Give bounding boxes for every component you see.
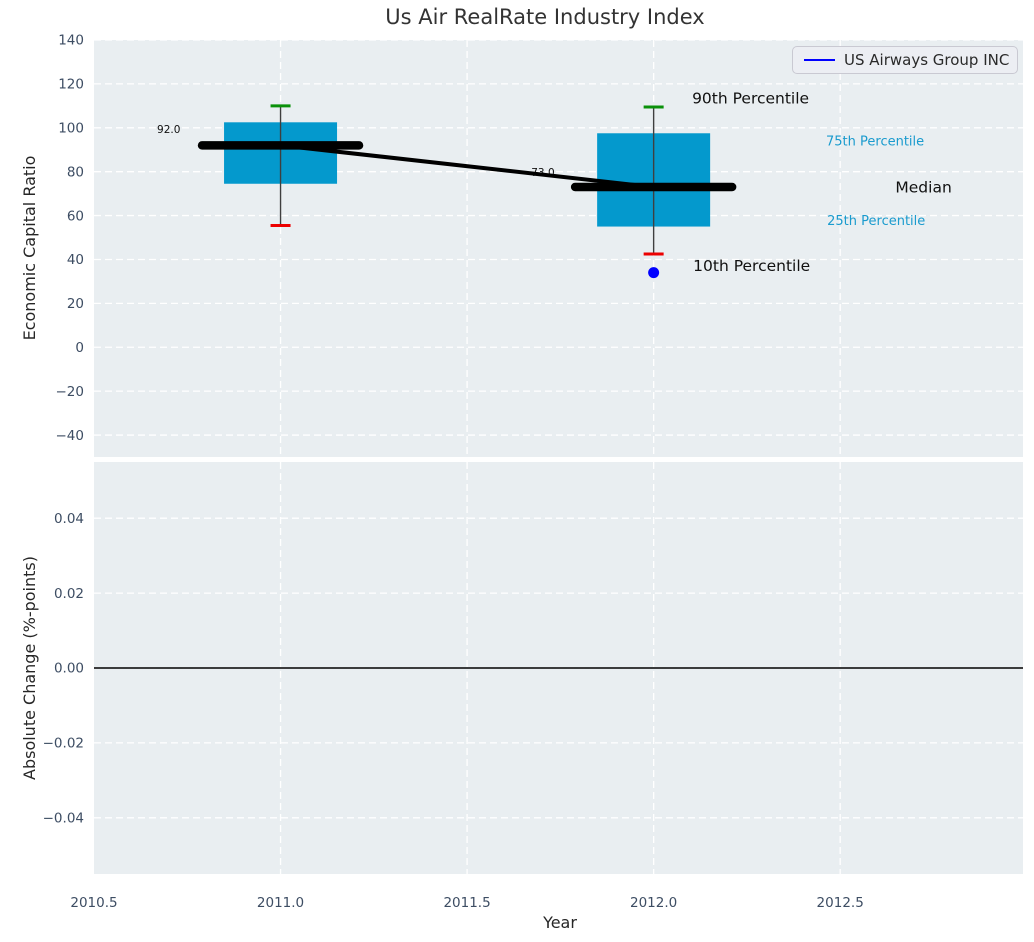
y-tick-label: 80 <box>67 164 84 180</box>
y-tick-label: 20 <box>67 296 84 312</box>
x-tick-label: 2012.5 <box>817 895 864 911</box>
y-tick-label: 0.04 <box>54 511 84 527</box>
x-axis-label: Year <box>543 913 577 932</box>
y-tick-label: 100 <box>58 120 84 136</box>
x-tick-label: 2011.5 <box>443 895 490 911</box>
y-tick-label: 120 <box>58 77 84 93</box>
median-value-label: 92.0 <box>157 124 180 136</box>
y-axis-label-top: Economic Capital Ratio <box>20 155 39 341</box>
company-point <box>648 267 660 279</box>
y-tick-label: 60 <box>67 208 84 224</box>
y-tick-label: 0 <box>75 340 84 356</box>
annotation-75th-percentile: 75th Percentile <box>826 135 924 150</box>
legend-line-sample <box>804 59 835 61</box>
y-tick-label: 140 <box>58 33 84 49</box>
y-tick-label: −40 <box>56 428 85 444</box>
y-tick-label: −20 <box>56 384 85 400</box>
y-tick-label: 40 <box>67 252 84 268</box>
y-tick-label: 0.00 <box>54 661 84 677</box>
y-axis-label-bottom: Absolute Change (%-points) <box>20 556 39 780</box>
x-tick-label: 2011.0 <box>257 895 304 911</box>
chart-title: Us Air RealRate Industry Index <box>385 5 705 29</box>
y-tick-label: −0.02 <box>43 736 84 752</box>
y-tick-label: −0.04 <box>43 811 84 827</box>
x-tick-label: 2012.0 <box>630 895 677 911</box>
x-tick-label: 2010.5 <box>70 895 117 911</box>
top-plot-area <box>94 40 1023 457</box>
median-connect-line <box>280 143 654 190</box>
legend: US Airways Group INC <box>792 46 1018 74</box>
annotation-median: Median <box>895 178 951 196</box>
annotation-25th-percentile: 25th Percentile <box>827 214 925 229</box>
legend-label: US Airways Group INC <box>844 51 1010 69</box>
annotation-90th-percentile: 90th Percentile <box>692 89 809 107</box>
annotation-10th-percentile: 10th Percentile <box>693 257 810 275</box>
y-tick-label: 0.02 <box>54 586 84 602</box>
